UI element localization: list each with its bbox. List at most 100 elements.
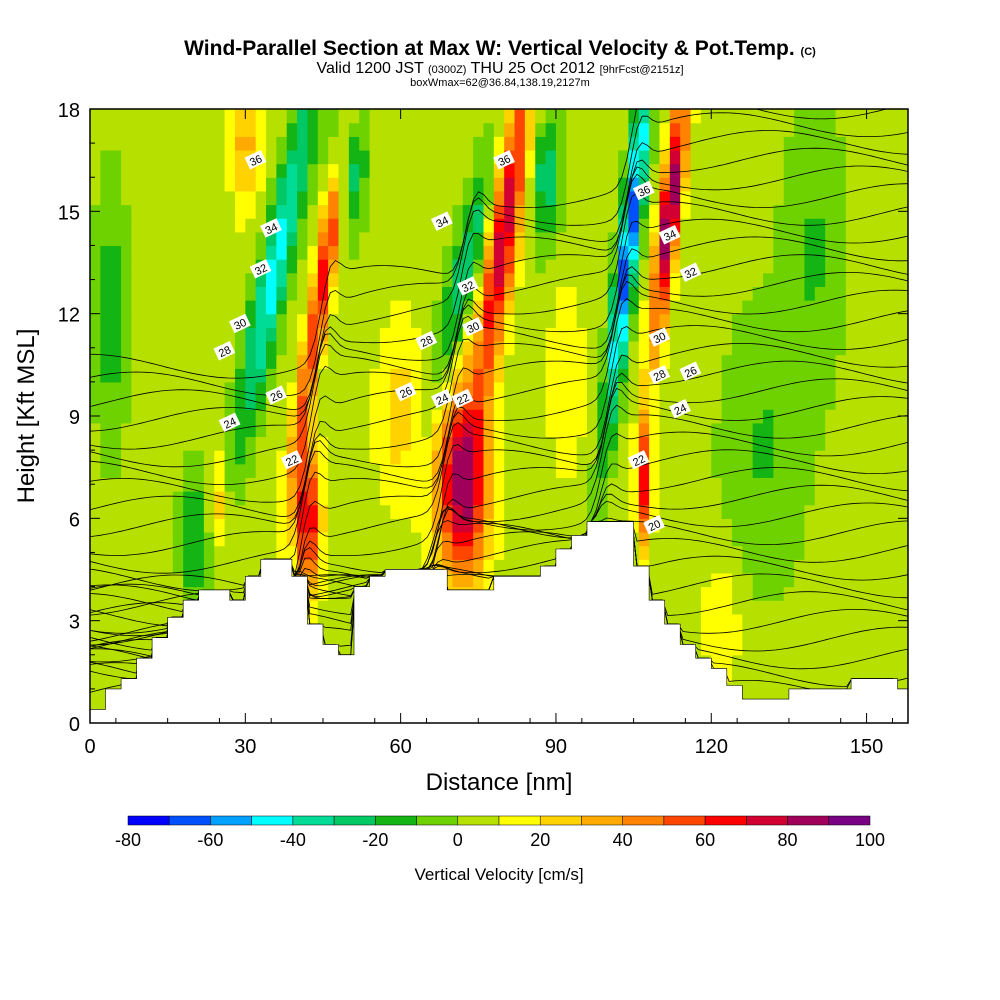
velocity-cell: [224, 163, 236, 178]
velocity-cell: [721, 340, 733, 356]
theta-contour: [90, 165, 908, 450]
velocity-cell: [462, 136, 474, 151]
velocity-cell: [773, 122, 785, 137]
velocity-cell: [162, 259, 174, 274]
velocity-cell: [193, 545, 205, 560]
velocity-cell: [307, 422, 319, 438]
velocity-cell: [400, 218, 412, 233]
velocity-cell: [338, 204, 350, 219]
velocity-cell: [131, 272, 143, 287]
velocity-cell: [618, 136, 630, 151]
velocity-cell: [162, 450, 174, 465]
velocity-cell: [680, 354, 692, 369]
velocity-cell: [659, 586, 671, 601]
velocity-cell: [162, 300, 174, 315]
velocity-cell: [234, 559, 246, 574]
contour-label-text: 28: [419, 334, 435, 350]
velocity-cell: [876, 395, 888, 410]
velocity-cell: [369, 395, 381, 410]
velocity-cell: [576, 381, 588, 397]
velocity-cell: [410, 109, 422, 124]
velocity-cell: [369, 286, 381, 301]
y-tick-label: 0: [69, 714, 80, 736]
velocity-cell: [234, 354, 246, 369]
velocity-cell: [597, 286, 609, 301]
velocity-cell: [700, 450, 712, 465]
velocity-cell: [607, 163, 619, 178]
velocity-cell: [462, 491, 474, 506]
contour-label: 34: [260, 218, 282, 238]
velocity-cell: [131, 572, 143, 588]
velocity-cell: [379, 354, 391, 369]
velocity-cell: [524, 409, 536, 424]
velocity-cell: [876, 340, 888, 356]
velocity-cell: [121, 177, 133, 192]
velocity-cell: [835, 545, 847, 560]
velocity-cell: [845, 600, 857, 615]
velocity-cell: [224, 204, 236, 219]
velocity-cell: [773, 218, 785, 233]
velocity-cell: [545, 313, 557, 328]
velocity-cell: [286, 300, 298, 315]
velocity-cell: [410, 272, 422, 287]
velocity-cell: [473, 545, 485, 560]
velocity-cell: [814, 286, 826, 301]
velocity-cell: [887, 218, 899, 233]
velocity-cell: [576, 395, 588, 410]
velocity-cell: [742, 518, 754, 533]
velocity-cell: [835, 149, 847, 165]
velocity-cell: [410, 231, 422, 247]
velocity-cell: [555, 409, 567, 424]
velocity-cell: [680, 545, 692, 560]
velocity-cell: [452, 190, 464, 206]
velocity-cell: [763, 204, 774, 219]
velocity-cell: [110, 354, 122, 369]
velocity-cell: [473, 245, 485, 260]
velocity-cell: [783, 177, 795, 192]
contour-label-box: [394, 381, 417, 402]
velocity-cell: [669, 272, 681, 287]
velocity-cell: [814, 518, 826, 533]
velocity-cell: [90, 491, 101, 506]
velocity-cell: [152, 613, 164, 629]
velocity-cell: [328, 204, 340, 219]
velocity-cell: [638, 463, 650, 478]
velocity-cell: [794, 313, 806, 328]
velocity-cell: [680, 340, 692, 356]
velocity-cell: [110, 572, 122, 588]
velocity-cell: [504, 109, 516, 124]
velocity-cell: [110, 109, 122, 124]
velocity-cell: [452, 381, 464, 397]
contour-label-text: 36: [248, 153, 264, 169]
velocity-cell: [90, 395, 101, 410]
velocity-cell: [100, 586, 112, 601]
velocity-cell: [379, 272, 391, 287]
velocity-cell: [752, 586, 764, 601]
velocity-cell: [794, 409, 806, 424]
velocity-cell: [121, 368, 133, 383]
velocity-cell: [307, 504, 319, 519]
velocity-cell: [328, 600, 340, 615]
velocity-cell: [897, 381, 908, 397]
velocity-cell: [752, 627, 764, 642]
velocity-cell: [369, 409, 381, 424]
velocity-cell: [555, 163, 567, 178]
velocity-cell: [897, 559, 908, 574]
velocity-cell: [141, 463, 153, 478]
velocity-cell: [690, 586, 702, 601]
velocity-cell: [607, 409, 619, 424]
velocity-cell: [338, 368, 350, 383]
velocity-cell: [131, 109, 143, 124]
velocity-cell: [504, 259, 516, 274]
velocity-cell: [141, 395, 153, 410]
velocity-cell: [804, 586, 816, 601]
velocity-cell: [141, 204, 153, 219]
velocity-cell: [669, 149, 681, 165]
velocity-cell: [162, 313, 174, 328]
velocity-cell: [721, 381, 733, 397]
velocity-cell: [587, 163, 598, 178]
velocity-cell: [286, 340, 298, 356]
velocity-cell: [669, 259, 681, 274]
velocity-cell: [359, 545, 371, 560]
velocity-cell: [524, 286, 536, 301]
